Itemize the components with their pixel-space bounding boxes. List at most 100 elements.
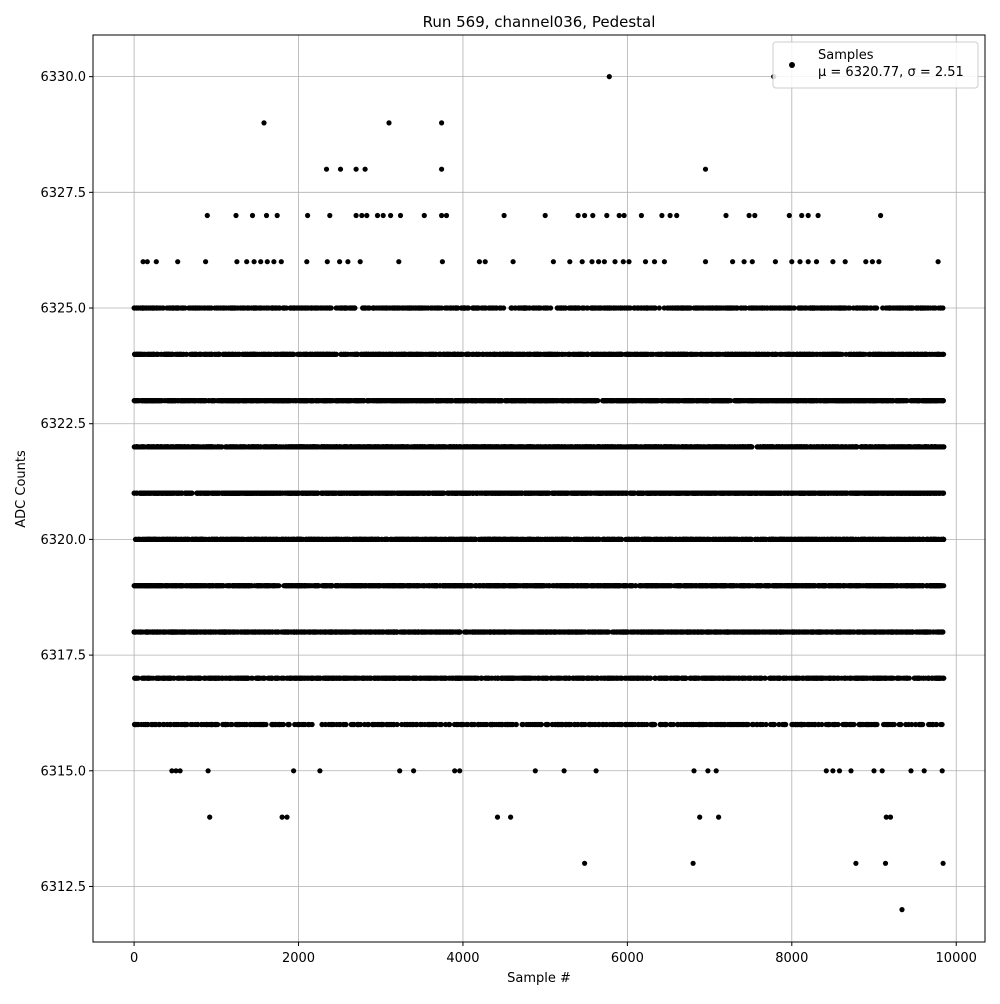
- data-point: [323, 676, 328, 681]
- data-point: [727, 676, 732, 681]
- data-point: [493, 676, 498, 681]
- data-point: [872, 722, 877, 727]
- data-point: [428, 722, 433, 727]
- data-point: [214, 676, 219, 681]
- data-point: [244, 722, 249, 727]
- data-point: [369, 583, 374, 588]
- data-point: [378, 583, 383, 588]
- data-point: [721, 676, 726, 681]
- data-point: [563, 722, 568, 727]
- data-point: [269, 676, 274, 681]
- data-point: [133, 722, 138, 727]
- data-point: [141, 676, 146, 681]
- data-point: [183, 722, 188, 727]
- data-point: [424, 583, 429, 588]
- data-point: [568, 629, 573, 634]
- data-point: [461, 722, 466, 727]
- data-point: [406, 629, 411, 634]
- data-point: [915, 676, 920, 681]
- data-point: [238, 583, 243, 588]
- data-point: [167, 629, 172, 634]
- data-point: [175, 676, 180, 681]
- data-point: [419, 583, 424, 588]
- data-point: [592, 722, 597, 727]
- data-point: [767, 629, 772, 634]
- data-point: [686, 629, 691, 634]
- data-point: [350, 629, 355, 634]
- data-point: [157, 722, 162, 727]
- data-point: [309, 676, 314, 681]
- data-point: [346, 629, 351, 634]
- data-point: [369, 676, 374, 681]
- data-point: [556, 676, 561, 681]
- data-point: [861, 722, 866, 727]
- data-point: [463, 629, 468, 634]
- data-point: [299, 583, 304, 588]
- data-point: [879, 629, 884, 634]
- data-point: [438, 676, 443, 681]
- data-point: [399, 676, 404, 681]
- data-point: [540, 676, 545, 681]
- data-point: [596, 629, 601, 634]
- data-point: [344, 583, 349, 588]
- data-point: [808, 629, 813, 634]
- data-point: [644, 722, 649, 727]
- data-point: [869, 629, 874, 634]
- data-point: [257, 583, 262, 588]
- data-point: [434, 676, 439, 681]
- data-point: [553, 722, 558, 727]
- data-point: [611, 583, 616, 588]
- data-point: [360, 676, 365, 681]
- data-point: [833, 629, 838, 634]
- data-point: [918, 722, 923, 727]
- data-point: [359, 583, 364, 588]
- data-point: [180, 629, 185, 634]
- data-point: [485, 629, 490, 634]
- data-point: [244, 676, 249, 681]
- data-point: [653, 676, 658, 681]
- data-point: [617, 676, 622, 681]
- data-point: [812, 676, 817, 681]
- data-point: [213, 583, 218, 588]
- data-point: [211, 629, 216, 634]
- data-point: [562, 629, 567, 634]
- data-point: [795, 722, 800, 727]
- data-point: [660, 629, 665, 634]
- data-point: [934, 722, 939, 727]
- data-point: [630, 583, 635, 588]
- data-point: [797, 629, 802, 634]
- data-point: [650, 722, 655, 727]
- data-point: [909, 629, 914, 634]
- data-point: [760, 629, 765, 634]
- data-point: [179, 583, 184, 588]
- data-point: [478, 722, 483, 727]
- data-point: [368, 629, 373, 634]
- data-point: [210, 722, 215, 727]
- data-point: [673, 583, 678, 588]
- data-point: [496, 629, 501, 634]
- data-point: [939, 629, 944, 634]
- data-point: [391, 676, 396, 681]
- data-point: [402, 629, 407, 634]
- data-point: [586, 676, 591, 681]
- data-point: [510, 676, 515, 681]
- data-point: [679, 629, 684, 634]
- data-point: [834, 583, 839, 588]
- data-point: [500, 583, 505, 588]
- data-point: [274, 676, 279, 681]
- data-point: [442, 583, 447, 588]
- data-point: [722, 722, 727, 727]
- data-point: [645, 676, 650, 681]
- data-point: [336, 583, 341, 588]
- data-point: [774, 583, 779, 588]
- data-point: [337, 676, 342, 681]
- data-point: [628, 629, 633, 634]
- data-point: [187, 629, 192, 634]
- data-point: [410, 722, 415, 727]
- data-point: [636, 722, 641, 727]
- data-point: [575, 722, 580, 727]
- data-point: [437, 722, 442, 727]
- data-point: [878, 676, 883, 681]
- data-point: [746, 676, 751, 681]
